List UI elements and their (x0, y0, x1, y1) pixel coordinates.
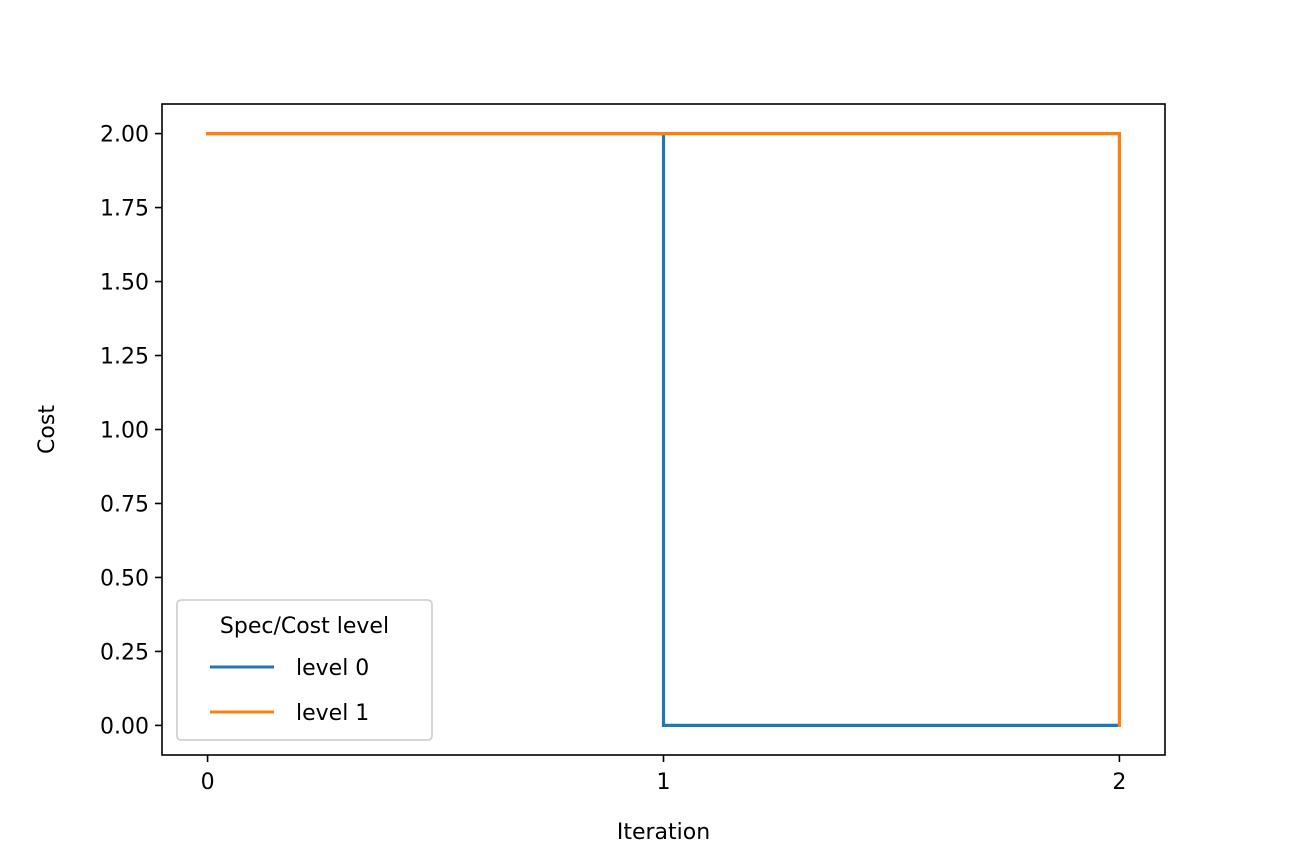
x-axis-label: Iteration (617, 820, 710, 845)
series-layer (205, 131, 1122, 728)
y-tick-label: 0.25 (100, 640, 149, 665)
y-axis-ticks: 0.00 0.25 0.50 0.75 1.00 1.25 1.50 1.75 2.00 (100, 123, 162, 739)
y-tick-label: 1.50 (100, 271, 149, 296)
legend-entry-level-1: level 1 (296, 701, 369, 726)
y-tick-label: 1.00 (100, 419, 149, 444)
y-tick-label: 1.25 (100, 345, 149, 370)
y-tick-label: 0.00 (100, 714, 149, 739)
legend-entry-level-0: level 0 (296, 656, 369, 681)
legend-title: Spec/Cost level (220, 614, 389, 639)
x-axis-ticks: 0 1 2 (201, 755, 1126, 795)
y-tick-label: 2.00 (100, 123, 149, 148)
y-tick-label: 0.75 (100, 492, 149, 517)
series-line-level-1 (205, 131, 1122, 728)
y-axis-label: Cost (35, 405, 60, 454)
x-tick-label: 1 (657, 770, 671, 795)
y-tick-label: 0.50 (100, 566, 149, 591)
legend: Spec/Cost level level 0 level 1 (176, 599, 433, 741)
legend-box (176, 599, 433, 741)
x-tick-label: 2 (1112, 770, 1126, 795)
y-tick-label: 1.75 (100, 197, 149, 222)
x-tick-label: 0 (201, 770, 215, 795)
